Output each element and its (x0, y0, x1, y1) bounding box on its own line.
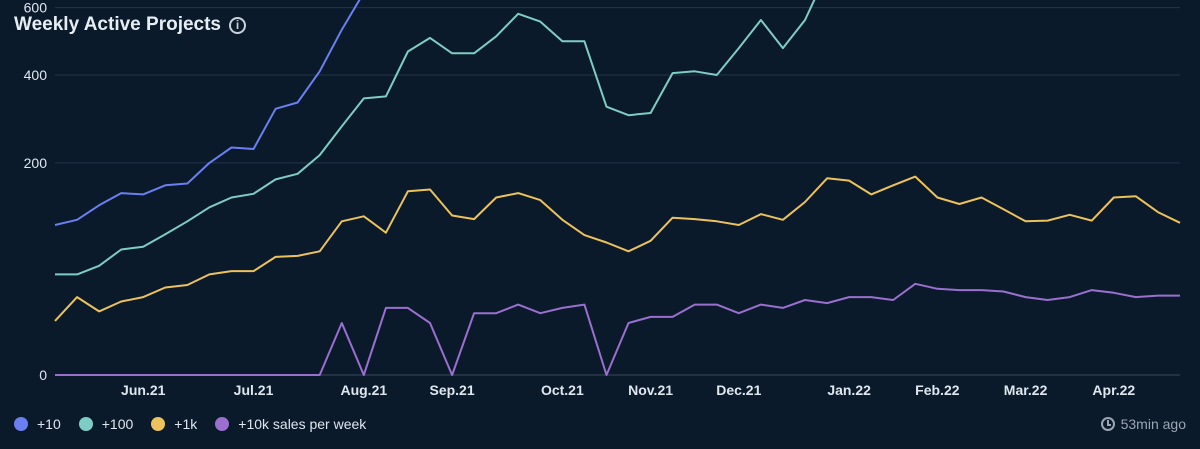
y-tick-label: 400 (24, 67, 48, 83)
y-axis: 02004006008001k1.2k1.4k1.6k1.8k2k2.2k2.4… (24, 0, 48, 383)
series-line (54, 0, 361, 226)
x-tick-label: Oct.21 (541, 382, 584, 398)
legend: +10 +100 +1k +10k sales per week (14, 416, 366, 432)
clock-icon (1100, 417, 1115, 431)
legend-swatch (151, 417, 166, 431)
info-icon[interactable]: i (229, 16, 246, 34)
chart-title: Weekly Active Projects (14, 14, 221, 35)
x-tick-label: Nov.21 (628, 382, 673, 398)
x-tick-label: Jun.21 (121, 382, 166, 398)
legend-label: +100 (101, 416, 134, 432)
series-group (54, 0, 1181, 376)
y-tick-label: 200 (24, 155, 48, 171)
legend-swatch (14, 417, 28, 431)
legend-item[interactable]: +10k sales per week (215, 416, 366, 432)
x-tick-label: Jul.21 (234, 382, 274, 398)
legend-item[interactable]: +1k (151, 416, 197, 432)
chart-header: Weekly Active Projects i (14, 14, 246, 36)
legend-label: +1k (174, 416, 198, 432)
grid-lines (55, 7, 1180, 376)
series-line (55, 0, 816, 276)
x-axis: Jun.21 Jul.21 Aug.21 Sep.21 Oct.21 Nov.21 Dec.… (121, 382, 1135, 398)
legend-swatch (78, 417, 93, 431)
y-tick-label: 0 (39, 367, 47, 383)
legend-swatch (215, 417, 230, 431)
x-tick-label: Dec.21 (716, 382, 761, 398)
updated-text: 53min ago (1120, 416, 1186, 432)
x-tick-label: Apr.22 (1092, 382, 1135, 398)
x-tick-label: Aug.21 (340, 382, 387, 398)
legend-item[interactable]: +10 (14, 416, 61, 432)
legend-label: +10k sales per week (238, 416, 367, 432)
x-tick-label: Mar.22 (1004, 382, 1048, 398)
x-tick-label: Jan.22 (827, 382, 871, 398)
series-line (55, 282, 1180, 376)
legend-item[interactable]: +100 (78, 416, 134, 432)
line-chart: 02004006008001k1.2k1.4k1.6k1.8k2k2.2k2.4… (24, 0, 1181, 398)
x-tick-label: Sep.21 (429, 382, 474, 398)
x-tick-label: Feb.22 (915, 382, 960, 398)
y-tick-label: 600 (24, 0, 48, 16)
legend-label: +10 (37, 416, 61, 432)
series-line (54, 175, 1181, 322)
last-updated: 53min ago (1100, 416, 1186, 432)
